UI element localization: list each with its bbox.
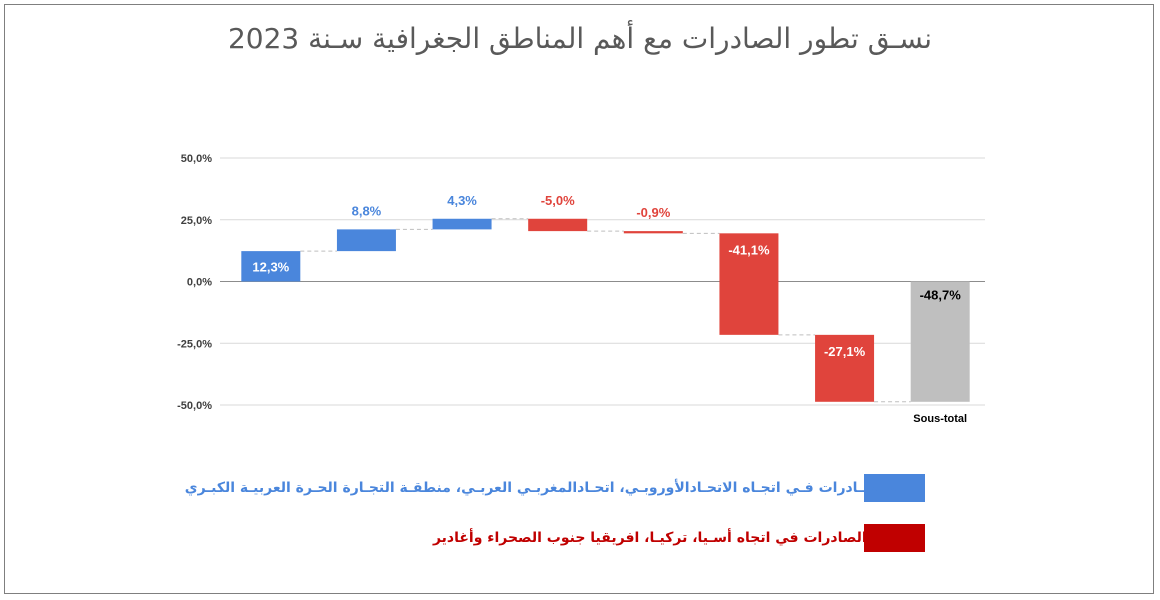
legend-item-increase: نموالصـادرات فـي اتجـاه الاتحـادالأوروبـ…	[185, 474, 924, 502]
waterfall-bar	[623, 231, 683, 234]
waterfall-bar	[528, 218, 588, 232]
legend-label-increase: نموالصـادرات فـي اتجـاه الاتحـادالأوروبـ…	[184, 480, 910, 496]
y-tick-label: 50,0%	[181, 153, 212, 165]
data-label: 4,3%	[447, 193, 477, 208]
y-tick-label: 0,0%	[187, 277, 212, 289]
legend-swatch-decrease	[864, 524, 925, 552]
data-label: -27,1%	[824, 344, 866, 359]
x-category-label: Sous-total	[913, 413, 967, 425]
y-tick-label: 25,0%	[181, 215, 212, 227]
legend-item-decrease: تراجع الصادرات في اتجاه أسـيا، تركيـا، ا…	[433, 524, 924, 552]
waterfall-bar	[910, 281, 970, 402]
legend-label-decrease: تراجع الصادرات في اتجاه أسـيا، تركيـا، ا…	[432, 530, 910, 546]
data-label: -0,9%	[636, 205, 670, 220]
y-tick-label: -50,0%	[177, 400, 212, 412]
waterfall-bar	[815, 334, 875, 402]
waterfall-bar	[336, 229, 396, 252]
waterfall-bar	[719, 233, 779, 335]
data-label: 12,3%	[252, 259, 289, 274]
waterfall-bar	[241, 251, 301, 282]
waterfall-bar	[432, 218, 492, 230]
data-label: -5,0%	[541, 193, 575, 208]
data-label: -48,7%	[920, 288, 962, 303]
y-tick-label: -25,0%	[177, 338, 212, 350]
legend-swatch-increase	[864, 474, 925, 502]
chart-title: نسـق تطور الصادرات مع أهم المناطق الجغرا…	[227, 22, 933, 55]
data-label: 8,8%	[352, 203, 382, 218]
data-label: -41,1%	[728, 242, 770, 257]
